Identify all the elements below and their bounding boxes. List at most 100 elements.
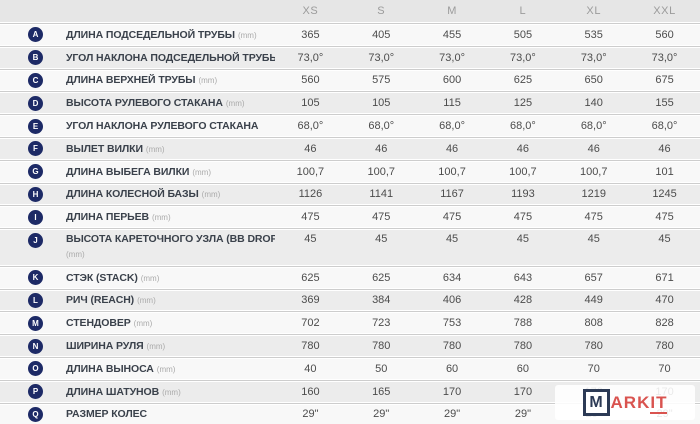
value-h-xl: 1219 xyxy=(581,188,606,201)
row-separator xyxy=(0,333,700,337)
size-header-row: XS S M L XL XXL xyxy=(0,0,700,22)
row-separator xyxy=(0,22,700,25)
value-l-m: 406 xyxy=(442,294,462,307)
value-f-l: 46 xyxy=(516,142,530,155)
value-q-xs: 29" xyxy=(302,408,319,421)
row-separator xyxy=(0,264,700,268)
row-values: 45 45 45 45 45 45 xyxy=(275,230,700,245)
row-label: ШИРИНА РУЛЯ xyxy=(66,340,144,353)
row-separator xyxy=(0,401,700,405)
value-e-xs: 68,0° xyxy=(297,120,324,133)
value-d-xl: 140 xyxy=(584,97,603,110)
value-h-xs: 1126 xyxy=(298,188,323,201)
value-k-xxl: 671 xyxy=(655,271,674,284)
value-n-s: 780 xyxy=(372,340,391,353)
row-label: ДЛИНА ВЫБЕГА ВИЛКИ xyxy=(66,165,190,178)
row-label: ДЛИНА ВЕРХНЕЙ ТРУБЫ xyxy=(66,74,196,87)
value-m-xs: 702 xyxy=(301,317,320,330)
value-e-xxl: 68,0° xyxy=(651,120,678,133)
row-badge-cell: F xyxy=(0,141,66,157)
row-unit: (mm) xyxy=(198,76,218,86)
row-badge-cell: C xyxy=(0,72,66,88)
row-values: 369 384 406 428 449 470 xyxy=(275,294,700,306)
value-p-s: 165 xyxy=(372,385,391,398)
value-f-s: 46 xyxy=(375,142,388,155)
value-e-s: 68,0° xyxy=(368,120,395,133)
row-label-cell: ДЛИНА ПЕРЬЕВ (mm) xyxy=(66,211,275,223)
row-values: 40 50 60 60 70 70 xyxy=(275,363,700,375)
value-g-xxl: 101 xyxy=(655,165,674,178)
spec-row-h: H ДЛИНА КОЛЕСНОЙ БАЗЫ (mm) 1126 1141 1167 1193… xyxy=(0,184,700,205)
value-i-s: 475 xyxy=(372,211,391,224)
row-letter-badge: H xyxy=(28,186,43,202)
row-label-cell: ДЛИНА ВЫНОСА (mm) xyxy=(66,363,275,375)
size-header-l: L xyxy=(519,5,527,17)
value-h-m: 1167 xyxy=(440,188,464,201)
row-letter-badge: Q xyxy=(28,406,43,422)
value-k-m: 634 xyxy=(442,271,462,284)
value-h-xxl: 1245 xyxy=(652,188,677,201)
size-header-xs: XS xyxy=(302,5,319,17)
row-letter-badge: B xyxy=(28,50,43,66)
value-o-xs: 40 xyxy=(304,362,317,375)
value-k-l: 643 xyxy=(513,271,533,284)
row-label-cell: РАЗМЕР КОЛЕС xyxy=(66,408,275,420)
value-b-xs: 73,0° xyxy=(297,51,324,64)
row-values: 560 575 600 625 650 675 xyxy=(275,74,700,86)
size-header-m: M xyxy=(447,5,457,17)
value-n-xl: 780 xyxy=(584,340,603,353)
row-label: ДЛИНА ШАТУНОВ xyxy=(66,385,160,398)
row-label-cell: РИЧ (REACH) (mm) xyxy=(66,294,275,306)
row-label: ВЫСОТА РУЛЕВОГО СТАКАНА xyxy=(66,97,223,110)
row-label-cell: УГОЛ НАКЛОНА РУЛЕВОГО СТАКАНА xyxy=(66,120,275,132)
row-letter-badge: F xyxy=(28,141,43,157)
row-values: 105 105 115 125 140 155 xyxy=(275,97,700,109)
value-o-xxl: 70 xyxy=(658,362,671,375)
value-b-m: 73,0° xyxy=(439,51,465,64)
row-separator xyxy=(0,181,700,185)
row-label: УГОЛ НАКЛОНА РУЛЕВОГО СТАКАНА xyxy=(66,120,259,133)
row-letter-badge: C xyxy=(28,72,43,88)
row-badge-cell: H xyxy=(0,186,66,202)
row-separator xyxy=(0,204,700,208)
row-unit: (mm) xyxy=(66,249,85,259)
value-p-xs: 160 xyxy=(301,385,320,398)
value-a-l: 505 xyxy=(513,28,533,41)
row-badge-cell: J xyxy=(0,230,66,248)
row-badge-cell: A xyxy=(0,27,66,43)
value-m-m: 753 xyxy=(442,317,462,330)
spec-row-m: M СТЕНДОВЕР (mm) 702 723 753 788 808 828 xyxy=(0,313,700,334)
table-body: A ДЛИНА ПОДСЕДЕЛЬНОЙ ТРУБЫ (mm) 365 405 455 50… xyxy=(0,22,700,424)
spec-row-j: J ВЫСОТА КАРЕТОЧНОГО УЗЛА (BB DROP) (mm) 45… xyxy=(0,230,700,265)
spec-row-a: A ДЛИНА ПОДСЕДЕЛЬНОЙ ТРУБЫ (mm) 365 405 455 50… xyxy=(0,25,700,45)
row-badge-cell: B xyxy=(0,50,66,66)
spec-row-c: C ДЛИНА ВЕРХНЕЙ ТРУБЫ (mm) 560 575 600 625 650 6… xyxy=(0,70,700,91)
row-letter-badge: K xyxy=(28,270,43,286)
row-badge-cell: N xyxy=(0,338,66,354)
value-l-xxl: 470 xyxy=(655,294,674,307)
row-values: 475 475 475 475 475 475 xyxy=(275,211,700,223)
row-label-cell: СТЕНДОВЕР (mm) xyxy=(66,317,275,329)
value-c-s: 575 xyxy=(372,74,391,87)
value-j-l: 45 xyxy=(516,232,530,245)
row-values: 365 405 455 505 535 560 xyxy=(275,29,700,41)
value-n-m: 780 xyxy=(442,340,462,353)
row-unit: (mm) xyxy=(237,30,257,40)
row-label-cell: ДЛИНА ШАТУНОВ (mm) xyxy=(66,386,275,398)
spec-row-b: B УГОЛ НАКЛОНА ПОДСЕДЕЛЬНОЙ ТРУБЫ 73,0° 73,… xyxy=(0,47,700,68)
row-separator xyxy=(0,378,700,382)
value-o-xl: 70 xyxy=(587,362,600,375)
value-j-xl: 45 xyxy=(587,232,600,245)
value-k-xs: 625 xyxy=(301,271,320,284)
value-q-l: 29" xyxy=(514,408,531,421)
row-label: ДЛИНА ВЫНОСА xyxy=(66,362,154,375)
row-badge-cell: O xyxy=(0,361,66,377)
row-label-cell: ДЛИНА ВЫБЕГА ВИЛКИ (mm) xyxy=(66,166,275,178)
value-l-s: 384 xyxy=(372,294,391,307)
value-d-xxl: 155 xyxy=(655,97,674,110)
value-p-l: 170 xyxy=(513,385,533,398)
row-badge-cell: K xyxy=(0,270,66,286)
row-unit: (mm) xyxy=(201,190,221,200)
row-label-cell: СТЭК (STACK) (mm) xyxy=(66,272,275,284)
row-unit: (mm) xyxy=(225,99,245,109)
